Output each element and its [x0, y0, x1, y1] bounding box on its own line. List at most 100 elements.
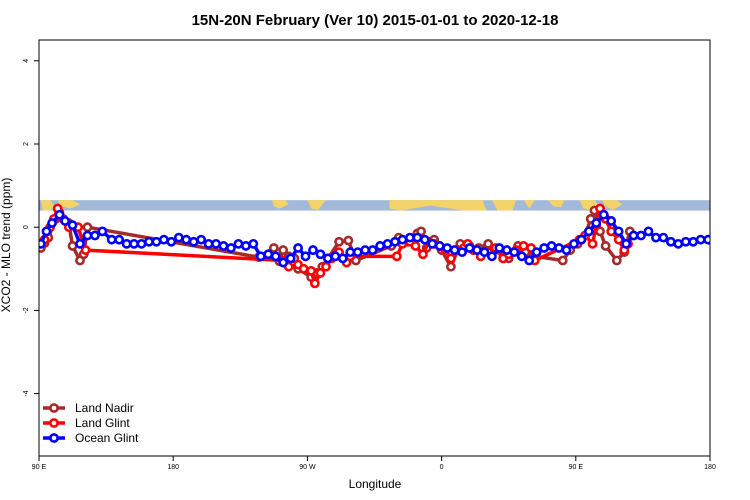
data-point — [321, 261, 331, 272]
data-point — [158, 234, 169, 245]
data-point — [121, 238, 132, 249]
data-point — [82, 222, 93, 233]
data-point — [516, 251, 527, 262]
map-land — [40, 200, 56, 211]
data-point — [531, 247, 542, 258]
data-point — [240, 241, 251, 251]
data-point — [546, 241, 557, 251]
data-point — [600, 241, 611, 251]
data-point — [196, 234, 207, 245]
x-tick-label: 90 E — [32, 464, 47, 471]
data-point — [494, 243, 505, 253]
x-tick-label: 0 — [440, 464, 444, 471]
data-point — [569, 238, 579, 249]
data-point — [298, 263, 309, 274]
map-ocean — [39, 200, 710, 211]
data-point — [270, 251, 281, 262]
data-point — [173, 232, 184, 243]
x-axis: 90 E 180 90 W 0 90 E 180 — [32, 456, 716, 471]
y-tick-label: 0 — [23, 225, 30, 229]
data-point — [263, 249, 274, 260]
data-point — [166, 236, 177, 247]
y-axis: 4 2 0 -2 -4 — [23, 59, 39, 397]
map-land — [307, 200, 327, 210]
data-point — [418, 249, 428, 260]
data-point — [39, 238, 46, 249]
data-point — [315, 268, 326, 278]
data-point — [524, 255, 535, 266]
data-point — [391, 251, 402, 262]
data-point — [255, 251, 266, 262]
data-point — [483, 238, 494, 249]
data-point — [268, 243, 279, 253]
data-point — [181, 234, 192, 245]
legend-item: Ocean Glint — [43, 431, 139, 445]
plot-frame — [38, 39, 711, 457]
data-point — [233, 238, 244, 249]
data-point — [114, 234, 125, 245]
data-point — [151, 236, 162, 247]
map-land — [547, 200, 565, 208]
data-point — [561, 245, 572, 255]
legend-marker — [49, 403, 59, 413]
data-point — [309, 278, 320, 289]
data-point — [587, 238, 598, 249]
y-tick-label: 4 — [23, 59, 30, 63]
data-point — [278, 257, 289, 268]
data-point — [343, 235, 354, 246]
data-point — [293, 243, 303, 253]
data-point — [665, 236, 676, 247]
data-point — [703, 234, 710, 245]
series-ocean-glint — [39, 209, 710, 268]
data-point — [606, 216, 617, 226]
data-point — [427, 238, 438, 249]
series-layer — [39, 203, 710, 289]
data-point — [518, 241, 529, 251]
legend-marker — [49, 433, 59, 443]
data-point — [67, 241, 78, 251]
data-point — [306, 265, 317, 276]
data-point — [352, 247, 363, 258]
data-point — [300, 251, 311, 262]
data-point — [636, 230, 646, 241]
data-point — [658, 232, 669, 243]
x-tick-label: 180 — [167, 464, 179, 471]
data-point — [591, 218, 602, 228]
data-point — [688, 236, 699, 247]
map-land — [491, 200, 517, 211]
data-point — [434, 241, 445, 251]
data-point — [60, 216, 70, 226]
data-point — [90, 230, 100, 241]
data-point — [360, 245, 371, 255]
data-point — [695, 234, 706, 245]
legend-item: Land Nadir — [43, 401, 134, 415]
chart-title: 15N-20N February (Ver 10) 2015-01-01 to … — [192, 12, 559, 29]
data-point — [446, 261, 456, 272]
legend-label: Land Nadir — [75, 401, 134, 415]
x-tick-label: 180 — [704, 464, 716, 471]
data-point — [442, 243, 453, 253]
y-axis-label: XCO2 - MLO trend (ppm) — [0, 178, 13, 313]
data-point — [628, 230, 639, 241]
legend-item: Land Glint — [43, 416, 130, 430]
data-point — [583, 226, 594, 237]
data-point — [106, 234, 117, 245]
data-point — [75, 238, 85, 249]
data-point — [397, 234, 408, 245]
data-point — [382, 238, 393, 249]
data-point — [129, 238, 139, 249]
map-land — [57, 200, 81, 209]
data-point — [487, 251, 497, 262]
data-point — [479, 247, 490, 258]
y-tick-label: -2 — [23, 307, 30, 313]
data-point — [211, 238, 221, 249]
map-land — [523, 200, 535, 209]
data-point — [80, 245, 91, 255]
data-point — [315, 249, 326, 260]
data-point — [97, 226, 108, 237]
data-point — [405, 232, 415, 243]
map-land — [601, 200, 623, 210]
data-point — [334, 236, 344, 247]
